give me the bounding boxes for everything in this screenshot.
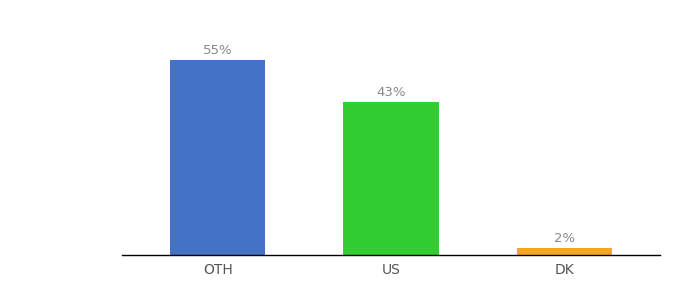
Bar	[517, 248, 612, 255]
Bar	[343, 102, 439, 255]
Text: 55%: 55%	[203, 44, 233, 57]
Text: 2%: 2%	[554, 232, 575, 245]
Text: 43%: 43%	[376, 86, 406, 99]
Bar	[170, 59, 265, 255]
